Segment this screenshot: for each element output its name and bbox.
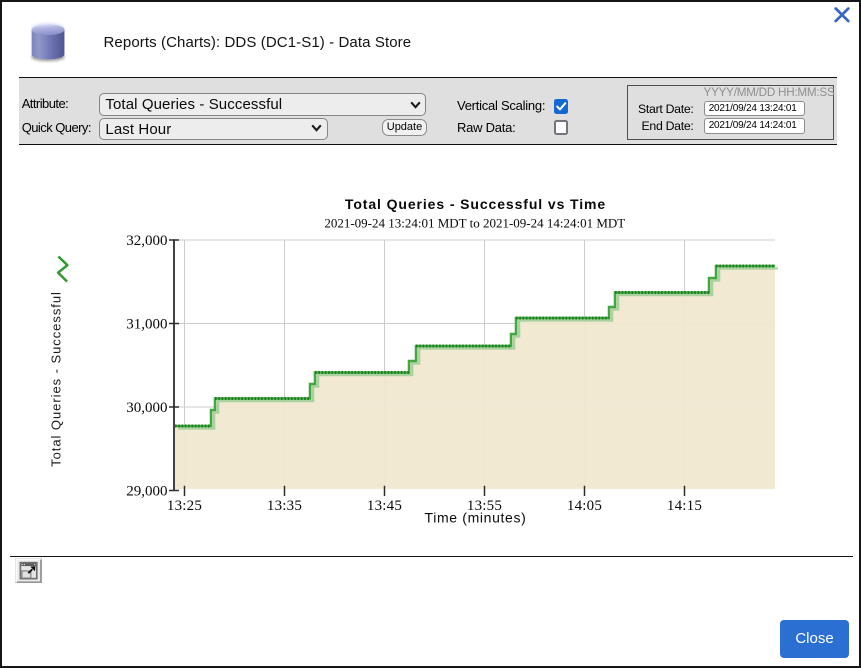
svg-text:32,000: 32,000 <box>126 233 167 249</box>
svg-text:31,000: 31,000 <box>126 317 167 333</box>
svg-text:2021-09-24 13:24:01 MDT to 202: 2021-09-24 13:24:01 MDT to 2021-09-24 14… <box>324 216 625 231</box>
svg-text:13:25: 13:25 <box>167 498 202 514</box>
svg-text:30,000: 30,000 <box>126 400 167 416</box>
svg-text:13:35: 13:35 <box>267 498 302 514</box>
svg-text:Total Queries - Successful: Total Queries - Successful <box>49 291 64 467</box>
svg-text:Time (minutes): Time (minutes) <box>425 509 527 525</box>
svg-text:14:05: 14:05 <box>567 498 602 514</box>
svg-text:14:15: 14:15 <box>667 498 702 514</box>
svg-text:29,000: 29,000 <box>126 484 167 500</box>
svg-text:Total Queries - Successful vs: Total Queries - Successful vs Time <box>345 196 606 212</box>
svg-text:13:55: 13:55 <box>467 498 502 514</box>
svg-text:13:45: 13:45 <box>367 498 402 514</box>
